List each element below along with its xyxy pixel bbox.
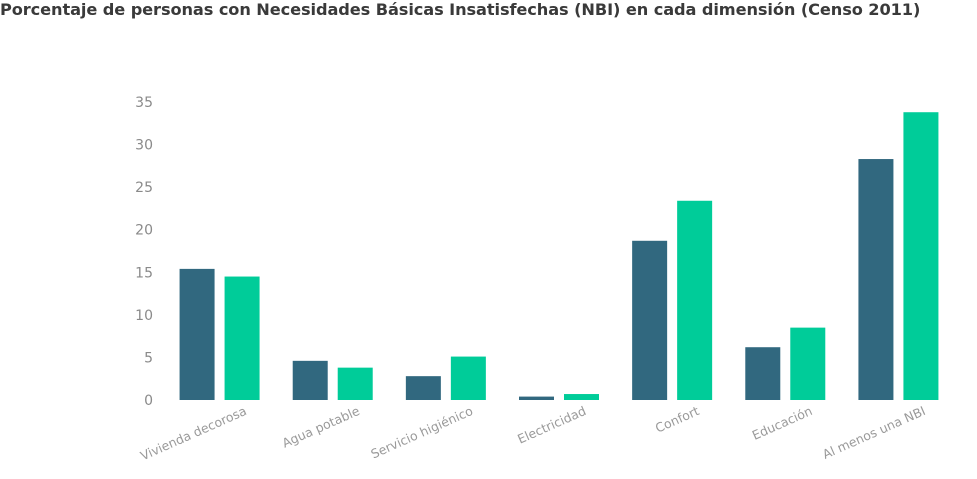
x-axis: Vivienda decorosa Agua potable Servicio hi… bbox=[138, 403, 928, 463]
bar-series-1-4 bbox=[519, 396, 554, 400]
bar-series-1-2 bbox=[292, 360, 328, 400]
bars-group bbox=[179, 112, 939, 401]
chart-title: Porcentaje de personas con Necesidades B… bbox=[0, 0, 921, 19]
y-tick-label: 5 bbox=[144, 350, 153, 366]
bar-series-2-4 bbox=[564, 394, 599, 400]
x-tick-label: Al menos una NBI bbox=[820, 403, 928, 462]
y-tick-label: 35 bbox=[135, 95, 153, 111]
y-tick-label: 20 bbox=[135, 223, 153, 239]
x-tick-label: Electricidad bbox=[515, 403, 588, 447]
bar-series-2-2 bbox=[337, 367, 373, 400]
x-tick-label: Servicio higiénico bbox=[368, 403, 475, 461]
bar-series-2-3 bbox=[450, 356, 486, 400]
y-tick-label: 25 bbox=[135, 180, 153, 196]
bar-series-1-3 bbox=[405, 376, 441, 400]
bar-series-2-5 bbox=[677, 200, 713, 400]
x-tick-label: Vivienda decorosa bbox=[138, 403, 249, 463]
bar-series-1-1 bbox=[179, 268, 215, 400]
bar-series-2-6 bbox=[790, 327, 826, 400]
x-tick-label: Agua potable bbox=[280, 403, 362, 451]
y-tick-label: 0 bbox=[144, 393, 153, 409]
bar-series-1-6 bbox=[745, 347, 781, 400]
x-tick-label: Confort bbox=[653, 403, 702, 436]
bar-series-1-5 bbox=[632, 240, 668, 400]
bar-series-2-1 bbox=[224, 276, 260, 400]
y-axis: 0 5 10 15 20 25 30 35 bbox=[135, 95, 153, 409]
x-tick-label: Educación bbox=[750, 403, 815, 443]
y-tick-label: 30 bbox=[135, 138, 153, 154]
y-tick-label: 10 bbox=[135, 308, 153, 324]
bar-series-2-7 bbox=[903, 112, 939, 401]
y-tick-label: 15 bbox=[135, 265, 153, 281]
bar-series-1-7 bbox=[858, 159, 894, 400]
